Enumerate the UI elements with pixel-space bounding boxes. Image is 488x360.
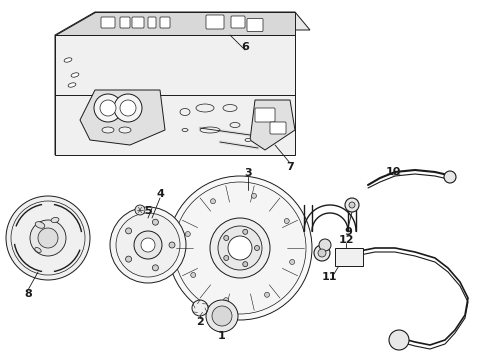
FancyBboxPatch shape bbox=[246, 18, 263, 32]
Circle shape bbox=[318, 239, 330, 251]
Circle shape bbox=[94, 94, 122, 122]
Ellipse shape bbox=[35, 222, 45, 228]
Circle shape bbox=[212, 306, 231, 326]
FancyBboxPatch shape bbox=[101, 17, 115, 28]
Circle shape bbox=[114, 94, 142, 122]
Circle shape bbox=[152, 219, 158, 225]
Circle shape bbox=[223, 298, 228, 303]
FancyBboxPatch shape bbox=[205, 15, 224, 29]
Text: 6: 6 bbox=[241, 42, 248, 52]
Circle shape bbox=[6, 196, 90, 280]
Circle shape bbox=[116, 213, 180, 277]
Circle shape bbox=[11, 201, 85, 275]
Circle shape bbox=[254, 246, 259, 251]
Ellipse shape bbox=[102, 127, 114, 133]
Circle shape bbox=[185, 231, 190, 237]
Circle shape bbox=[110, 207, 185, 283]
Circle shape bbox=[210, 199, 215, 204]
Circle shape bbox=[134, 231, 162, 259]
Circle shape bbox=[125, 256, 131, 262]
Ellipse shape bbox=[182, 129, 187, 131]
Circle shape bbox=[141, 238, 155, 252]
Circle shape bbox=[242, 262, 247, 267]
FancyBboxPatch shape bbox=[269, 122, 285, 134]
Circle shape bbox=[242, 229, 247, 234]
Circle shape bbox=[174, 182, 305, 314]
Ellipse shape bbox=[223, 104, 237, 112]
Text: 12: 12 bbox=[338, 235, 353, 245]
Circle shape bbox=[190, 273, 195, 278]
Text: 11: 11 bbox=[321, 272, 336, 282]
Ellipse shape bbox=[200, 127, 220, 133]
Circle shape bbox=[251, 193, 256, 198]
Polygon shape bbox=[249, 100, 294, 150]
Circle shape bbox=[224, 235, 228, 240]
Circle shape bbox=[284, 219, 289, 224]
Text: 2: 2 bbox=[196, 317, 203, 327]
Ellipse shape bbox=[119, 127, 131, 133]
Circle shape bbox=[348, 202, 354, 208]
Polygon shape bbox=[55, 12, 294, 35]
Circle shape bbox=[192, 300, 207, 316]
Ellipse shape bbox=[64, 58, 72, 62]
Circle shape bbox=[125, 228, 131, 234]
Text: 9: 9 bbox=[344, 227, 351, 237]
Text: 1: 1 bbox=[218, 331, 225, 341]
Circle shape bbox=[313, 245, 329, 261]
Circle shape bbox=[169, 242, 175, 248]
Circle shape bbox=[345, 198, 358, 212]
FancyBboxPatch shape bbox=[120, 17, 130, 28]
Circle shape bbox=[205, 300, 238, 332]
Text: 3: 3 bbox=[244, 168, 251, 178]
Circle shape bbox=[443, 171, 455, 183]
Ellipse shape bbox=[229, 122, 240, 127]
Text: 7: 7 bbox=[285, 162, 293, 172]
Circle shape bbox=[168, 176, 311, 320]
Text: 4: 4 bbox=[156, 189, 163, 199]
Text: 5: 5 bbox=[144, 206, 151, 216]
FancyBboxPatch shape bbox=[148, 17, 156, 28]
Circle shape bbox=[224, 256, 228, 261]
Circle shape bbox=[388, 330, 408, 350]
Bar bbox=[334, 248, 362, 266]
Circle shape bbox=[289, 260, 294, 265]
Ellipse shape bbox=[51, 217, 59, 222]
Polygon shape bbox=[95, 12, 309, 30]
Polygon shape bbox=[55, 35, 294, 155]
FancyBboxPatch shape bbox=[230, 16, 244, 28]
Ellipse shape bbox=[71, 73, 79, 77]
Polygon shape bbox=[55, 12, 95, 155]
Ellipse shape bbox=[244, 139, 250, 141]
Ellipse shape bbox=[196, 104, 214, 112]
Circle shape bbox=[152, 265, 158, 271]
Ellipse shape bbox=[180, 108, 190, 116]
Ellipse shape bbox=[35, 248, 41, 252]
Circle shape bbox=[317, 249, 325, 257]
Circle shape bbox=[120, 100, 136, 116]
Polygon shape bbox=[80, 90, 164, 145]
FancyBboxPatch shape bbox=[132, 17, 143, 28]
Circle shape bbox=[38, 228, 58, 248]
Ellipse shape bbox=[68, 83, 76, 87]
Text: 10: 10 bbox=[385, 167, 400, 177]
Circle shape bbox=[227, 236, 251, 260]
Circle shape bbox=[218, 226, 262, 270]
FancyBboxPatch shape bbox=[160, 17, 170, 28]
Circle shape bbox=[264, 292, 269, 297]
FancyBboxPatch shape bbox=[254, 108, 274, 122]
Circle shape bbox=[100, 100, 116, 116]
Circle shape bbox=[30, 220, 66, 256]
Circle shape bbox=[209, 218, 269, 278]
Circle shape bbox=[135, 205, 145, 215]
Text: 8: 8 bbox=[24, 289, 32, 299]
